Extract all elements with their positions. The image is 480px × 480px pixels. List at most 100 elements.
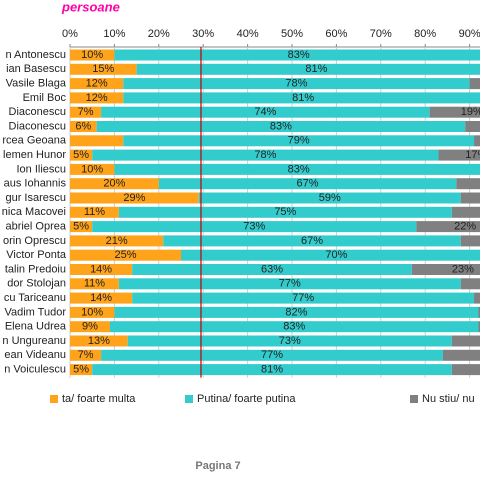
bar-segment <box>114 163 480 175</box>
bar-segment <box>70 321 110 333</box>
bar-segment <box>451 206 480 218</box>
bar-segment <box>451 364 480 376</box>
value-label: 10% <box>81 306 103 318</box>
x-tick-label: 80% <box>414 28 436 40</box>
value-label: 10% <box>81 163 103 175</box>
bar-segment <box>118 278 461 290</box>
bar-segment <box>70 106 102 118</box>
x-tick-label: 60% <box>325 28 347 40</box>
bar-segment <box>101 349 443 361</box>
value-label: 12% <box>86 92 108 104</box>
value-label: 75% <box>274 206 296 218</box>
category-label: Elena Udrea <box>5 321 67 333</box>
value-label: 74% <box>254 106 276 118</box>
bar-segment <box>70 278 119 290</box>
category-label: abriel Oprea <box>5 221 66 233</box>
bar-segment <box>114 49 480 61</box>
bar-segment <box>70 78 124 90</box>
x-tick-label: 30% <box>192 28 214 40</box>
value-label: 23% <box>452 263 474 275</box>
value-label: 14% <box>90 292 112 304</box>
x-tick-label: 90% <box>459 28 480 40</box>
bar-segment <box>70 306 115 318</box>
bar-segment <box>70 292 133 304</box>
category-label: Victor Ponta <box>6 249 67 261</box>
bar-segment <box>460 235 480 247</box>
category-label: n Ungureanu <box>2 335 66 347</box>
bar-segment <box>114 306 479 318</box>
bar-segment <box>70 206 119 218</box>
category-label: orin Oprescu <box>3 235 66 247</box>
value-label: 29% <box>123 192 145 204</box>
value-label: 19% <box>461 106 480 118</box>
category-label: cu Tariceanu <box>4 292 66 304</box>
category-label: Diaconescu <box>9 120 66 132</box>
value-label: 63% <box>261 263 283 275</box>
category-label: n Voiculescu <box>4 364 66 376</box>
value-label: 83% <box>270 120 292 132</box>
category-label: Ion Iliescu <box>16 163 66 175</box>
value-label: 73% <box>279 335 301 347</box>
value-label: 70% <box>325 249 347 261</box>
x-tick-label: 10% <box>103 28 125 40</box>
bar-segment <box>70 221 93 233</box>
x-tick-label: 20% <box>148 28 170 40</box>
legend-swatch <box>410 395 418 403</box>
bar-segment <box>70 235 164 247</box>
value-label: 14% <box>90 263 112 275</box>
bar-segment <box>92 221 417 233</box>
bar-segment <box>416 221 480 233</box>
bar-segment <box>460 192 480 204</box>
legend-label: ta/ foarte multa <box>62 393 136 405</box>
bar-segment <box>478 321 480 333</box>
value-label: 5% <box>73 364 89 376</box>
bar-segment <box>123 92 480 104</box>
bar-segment <box>92 364 452 376</box>
value-label: 81% <box>292 92 314 104</box>
bar-segment <box>96 121 466 132</box>
bar-segment <box>132 264 412 275</box>
value-label: 25% <box>114 249 136 261</box>
bar-segment <box>478 306 480 318</box>
value-label: 22% <box>454 221 476 233</box>
x-tick-label: 40% <box>237 28 259 40</box>
bar-segment <box>123 135 475 147</box>
legend-swatch <box>185 395 193 403</box>
bar-segment <box>158 178 457 190</box>
bar-segment <box>92 149 439 161</box>
bar-segment <box>70 349 102 361</box>
value-label: 67% <box>301 235 323 247</box>
value-label: 21% <box>106 235 128 247</box>
category-label: n Antonescu <box>5 49 66 61</box>
bar-segment <box>132 292 475 304</box>
value-label: 81% <box>261 364 283 376</box>
bar-segment <box>70 335 128 347</box>
category-label: lemen Hunor <box>3 149 66 161</box>
value-label: 6% <box>75 120 91 132</box>
legend-label: Putina/ foarte putina <box>197 393 296 405</box>
value-label: 83% <box>288 163 310 175</box>
value-label: 5% <box>73 149 89 161</box>
bar-segment <box>123 78 470 90</box>
category-label: ian Basescu <box>6 63 66 75</box>
bar-segment <box>127 335 452 347</box>
category-label: rcea Geoana <box>2 135 66 147</box>
category-label: nica Macovei <box>2 206 66 218</box>
category-label: aus Iohannis <box>4 178 67 190</box>
bar-segment <box>70 63 137 75</box>
bar-segment <box>456 178 480 190</box>
x-tick-label: 0% <box>62 28 78 40</box>
value-label: 83% <box>288 49 310 61</box>
category-label: dor Stolojan <box>7 278 66 290</box>
category-label: gur Isarescu <box>5 192 66 204</box>
legend-label: Nu stiu/ nu <box>422 393 475 405</box>
value-label: 81% <box>305 63 327 75</box>
bar-segment <box>70 92 124 104</box>
value-label: 20% <box>103 178 125 190</box>
legend-swatch <box>50 395 58 403</box>
value-label: 73% <box>243 221 265 233</box>
value-label: 82% <box>285 306 307 318</box>
category-label: Vadim Tudor <box>4 306 66 318</box>
value-label: 7% <box>78 106 94 118</box>
chart-title: persoane <box>61 0 120 14</box>
